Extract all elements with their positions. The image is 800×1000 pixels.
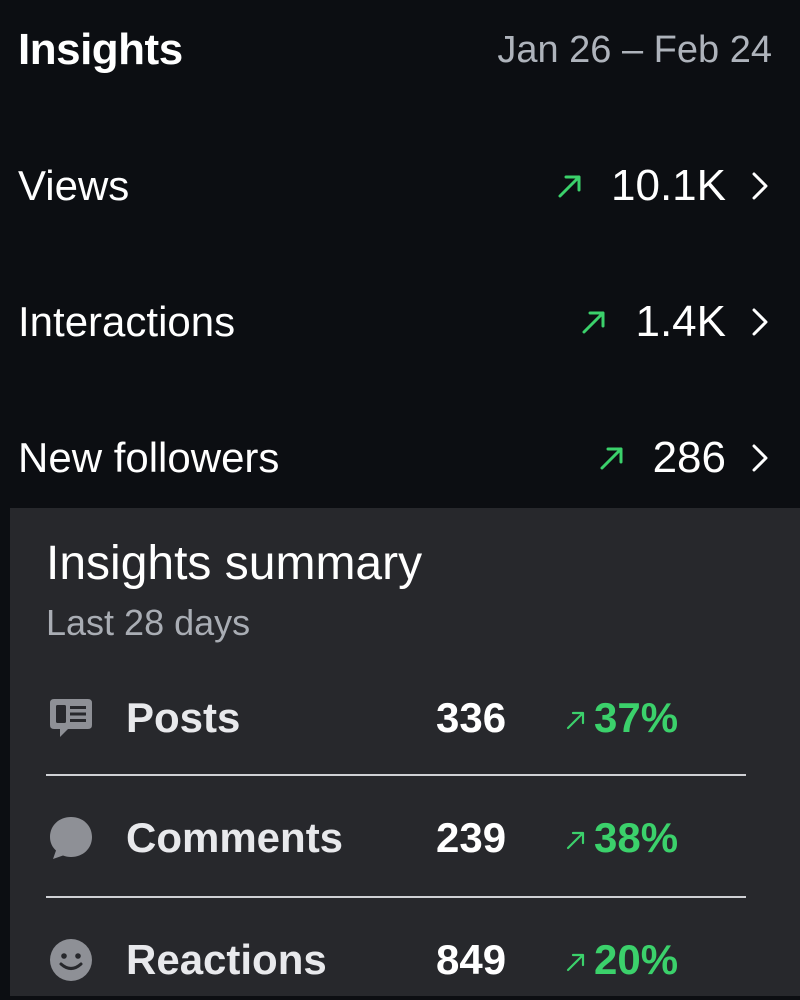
trend-up-icon bbox=[566, 953, 585, 972]
divider bbox=[46, 896, 746, 898]
insights-panel: Insights Jan 26 – Feb 24 Views 10.1K Int… bbox=[18, 22, 772, 488]
metric-label: Views bbox=[18, 162, 130, 209]
metric-row-views[interactable]: Views 10.1K bbox=[18, 156, 770, 216]
summary-row-reactions[interactable]: Reactions 849 20% bbox=[46, 920, 746, 1000]
trend-up-icon bbox=[566, 711, 585, 730]
page-title: Insights bbox=[18, 25, 183, 74]
metric-value: 1.4K bbox=[635, 297, 726, 346]
chevron-right-icon[interactable] bbox=[750, 442, 770, 474]
divider bbox=[46, 774, 746, 776]
chevron-right-icon[interactable] bbox=[750, 170, 770, 202]
date-range[interactable]: Jan 26 – Feb 24 bbox=[497, 28, 772, 71]
summary-row-label: Comments bbox=[126, 814, 344, 861]
metric-value: 10.1K bbox=[611, 161, 726, 210]
summary-row-comments[interactable]: Comments 239 38% bbox=[46, 798, 746, 878]
comment-bubble-icon bbox=[50, 817, 92, 859]
summary-row-change: 37% bbox=[594, 694, 679, 741]
summary-row-label: Reactions bbox=[126, 936, 327, 983]
posts-icon bbox=[50, 699, 92, 737]
insights-header: Insights Jan 26 – Feb 24 bbox=[18, 22, 772, 78]
summary-row-count: 336 bbox=[436, 694, 507, 741]
summary-title: Insights summary bbox=[46, 537, 423, 590]
metric-row-new-followers[interactable]: New followers 286 bbox=[18, 428, 770, 488]
trend-up-icon bbox=[566, 831, 585, 850]
summary-row-change: 20% bbox=[594, 936, 679, 983]
metric-row-interactions[interactable]: Interactions 1.4K bbox=[18, 292, 770, 352]
summary-row-count: 849 bbox=[436, 936, 507, 983]
trend-up-icon bbox=[582, 311, 605, 334]
summary-row-count: 239 bbox=[436, 814, 507, 861]
summary-row-label: Posts bbox=[126, 694, 241, 741]
summary-row-change: 38% bbox=[594, 814, 679, 861]
chevron-right-icon[interactable] bbox=[750, 306, 770, 338]
metric-value: 286 bbox=[652, 433, 726, 482]
metric-label: Interactions bbox=[18, 298, 236, 345]
summary-subtitle: Last 28 days bbox=[46, 602, 251, 643]
summary-row-posts[interactable]: Posts 336 37% bbox=[46, 678, 746, 758]
trend-up-icon bbox=[558, 175, 581, 198]
trend-up-icon bbox=[600, 447, 623, 470]
insights-summary-card: Insights summary Last 28 days Posts 336 … bbox=[10, 508, 800, 996]
smiley-icon bbox=[50, 939, 92, 981]
metric-label: New followers bbox=[18, 434, 280, 481]
